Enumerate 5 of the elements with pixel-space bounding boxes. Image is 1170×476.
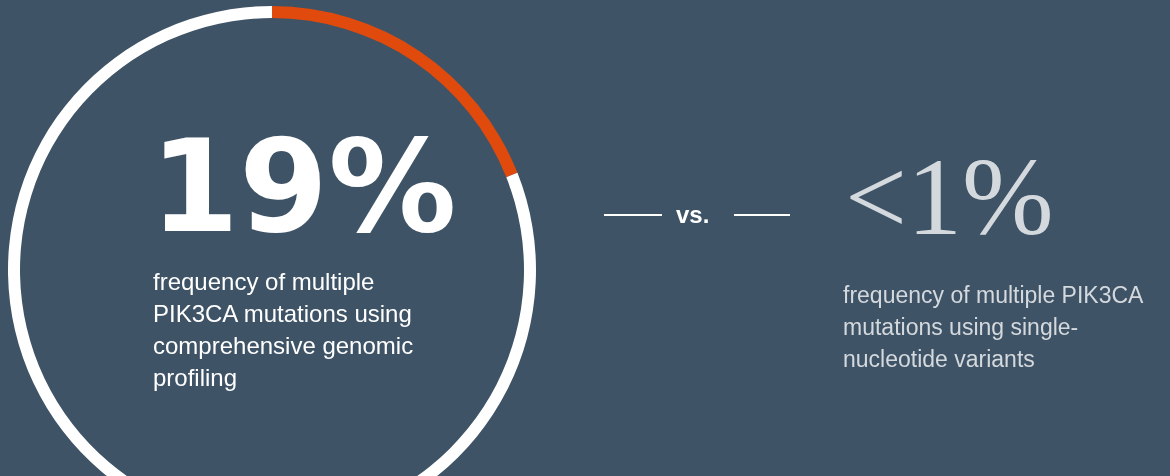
- text: <1%: [845, 135, 1055, 260]
- text: 19%: [150, 112, 457, 262]
- text: frequency of multiple PIK3CA mutations using comprehensive genomic profiling: [153, 267, 415, 393]
- text: frequency of multiple PIK3CA mutations using single-nucleotide variants: [843, 281, 1144, 374]
- text: vs.: [676, 200, 711, 230]
